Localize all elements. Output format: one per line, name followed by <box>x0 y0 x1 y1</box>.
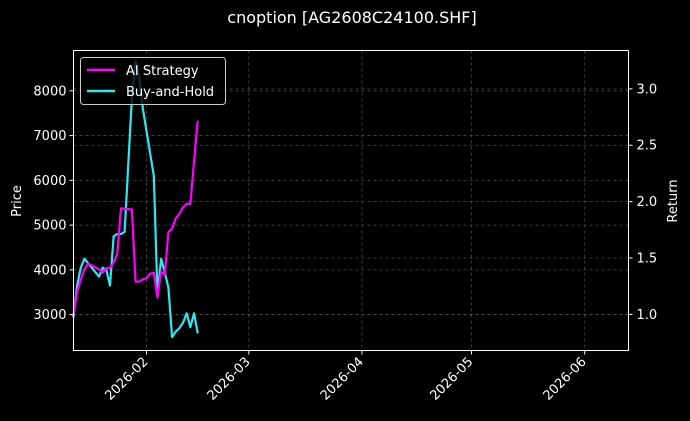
data-point-ai-strategy <box>185 203 188 205</box>
data-point-ai-strategy <box>98 268 100 271</box>
data-point-ai-strategy <box>156 296 159 299</box>
data-point-buy-and-hold <box>98 275 100 278</box>
data-point-ai-strategy <box>138 280 141 283</box>
data-point-ai-strategy <box>83 268 86 271</box>
data-point-buy-and-hold <box>174 330 177 333</box>
data-point-buy-and-hold <box>160 257 162 260</box>
data-point-ai-strategy <box>167 231 170 233</box>
data-point-ai-strategy <box>182 206 184 209</box>
y-tick-label-right: 2.5 <box>637 139 658 154</box>
y-axis-label-right: Return <box>666 179 681 222</box>
data-point-buy-and-hold <box>142 107 144 110</box>
legend-label-ai-strategy: AI Strategy <box>126 64 199 79</box>
data-point-ai-strategy <box>112 261 115 264</box>
data-point-ai-strategy <box>178 213 181 215</box>
data-point-buy-and-hold <box>196 331 199 334</box>
legend: AI Strategy Buy-and-Hold <box>80 57 226 105</box>
data-point-buy-and-hold <box>80 266 82 269</box>
data-point-ai-strategy <box>116 252 119 255</box>
data-point-ai-strategy <box>160 270 162 273</box>
data-point-ai-strategy <box>142 278 144 281</box>
data-point-buy-and-hold <box>90 266 93 269</box>
data-point-ai-strategy <box>149 273 151 275</box>
chart-title: cnoption [AG2608C24100.SHF] <box>227 8 476 27</box>
y-tick-label-right: 1.5 <box>637 252 658 267</box>
data-point-buy-and-hold <box>101 266 104 269</box>
data-point-buy-and-hold <box>167 287 170 289</box>
data-point-buy-and-hold <box>189 326 192 329</box>
data-point-ai-strategy <box>153 271 155 274</box>
legend-box <box>80 57 226 105</box>
data-point-ai-strategy <box>189 203 192 205</box>
data-point-ai-strategy <box>171 227 173 230</box>
y-tick-label-left: 5000 <box>33 219 66 234</box>
data-point-ai-strategy <box>76 291 78 293</box>
series-line-ai-strategy <box>72 120 199 316</box>
y-tick-label-left: 6000 <box>33 174 66 189</box>
data-point-ai-strategy <box>163 274 166 276</box>
plot-frame <box>73 50 629 351</box>
data-point-buy-and-hold <box>112 235 115 238</box>
data-point-buy-and-hold <box>149 152 151 155</box>
y-axis-label-left: Price <box>10 185 25 217</box>
y-tick-label-right: 3.0 <box>637 82 658 97</box>
data-point-buy-and-hold <box>153 175 155 177</box>
y-tick-label-left: 3000 <box>33 308 66 323</box>
data-point-buy-and-hold <box>116 233 119 235</box>
data-point-ai-strategy <box>131 208 133 211</box>
data-point-ai-strategy <box>145 277 148 280</box>
data-point-ai-strategy <box>80 278 82 281</box>
data-point-ai-strategy <box>174 217 177 220</box>
data-point-ai-strategy <box>87 262 89 265</box>
y-tick-label-left: 8000 <box>33 84 66 99</box>
y-tick-label-left: 7000 <box>33 129 66 144</box>
data-point-buy-and-hold <box>83 257 86 260</box>
data-point-buy-and-hold <box>182 321 184 324</box>
data-point-ai-strategy <box>105 267 108 269</box>
data-point-ai-strategy <box>196 120 199 123</box>
data-point-buy-and-hold <box>171 336 173 338</box>
data-point-buy-and-hold <box>123 231 126 233</box>
legend-label-buy-and-hold: Buy-and-Hold <box>126 85 214 100</box>
data-point-buy-and-hold <box>185 312 188 315</box>
y-tick-label-left: 4000 <box>33 263 66 278</box>
data-point-buy-and-hold <box>193 312 195 315</box>
data-point-buy-and-hold <box>178 327 181 329</box>
y-tick-label-right: 1.0 <box>637 308 658 323</box>
data-point-ai-strategy <box>120 207 122 210</box>
y-tick-label-right: 2.0 <box>637 195 658 210</box>
data-point-buy-and-hold <box>76 284 78 287</box>
data-point-ai-strategy <box>134 280 137 283</box>
data-point-ai-strategy <box>109 267 111 269</box>
data-point-ai-strategy <box>101 271 104 274</box>
data-point-buy-and-hold <box>120 233 122 235</box>
data-point-buy-and-hold <box>109 284 111 287</box>
